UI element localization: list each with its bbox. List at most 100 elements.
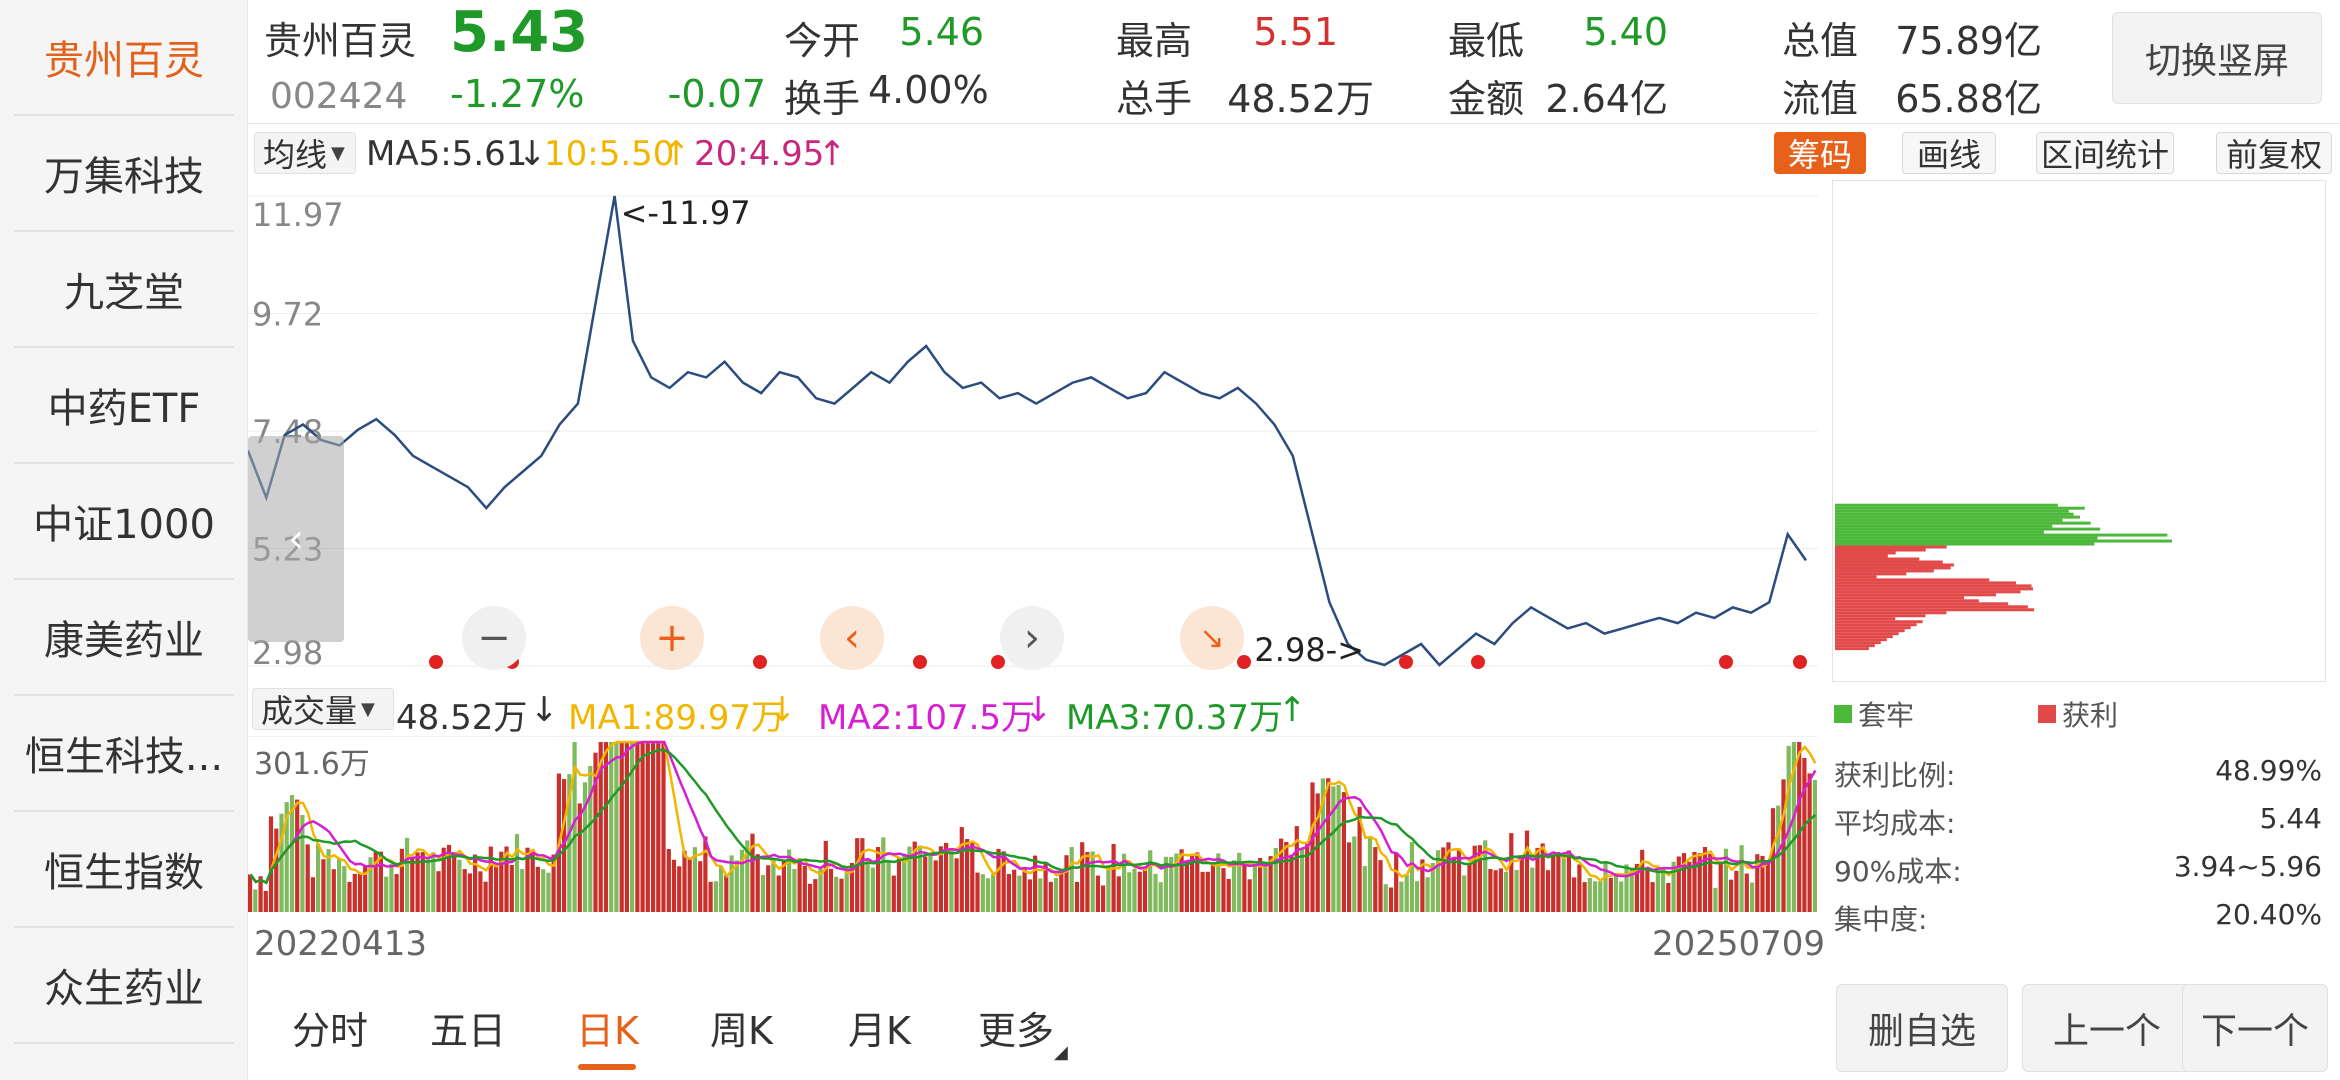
chips-button[interactable]: 筹码: [1774, 132, 1866, 174]
chip-bar: [1834, 515, 2080, 519]
sidebar-item-jiuzhitang[interactable]: 九芝堂: [14, 232, 234, 348]
tab-intraday[interactable]: 分时: [292, 1009, 369, 1053]
volume-bar: [1781, 779, 1786, 912]
volume-bar: [1289, 854, 1294, 912]
volume-legend: 48.52万: [396, 698, 528, 738]
chip-bar: [1834, 596, 1964, 600]
volume-bar: [1472, 845, 1477, 912]
remove-watchlist-button[interactable]: 删自选: [1836, 984, 2008, 1072]
ma10-legend: 10:5.50: [544, 134, 675, 174]
volume-bar: [577, 803, 582, 912]
volume-bar: [295, 799, 300, 912]
volume-bar: [651, 742, 656, 912]
legend-profit-label: 获利: [2062, 699, 2119, 732]
volume-bar: [818, 868, 823, 912]
volume-bar: [1692, 851, 1697, 912]
volume-bar: [1797, 742, 1802, 912]
volume-bar: [603, 742, 609, 912]
volume-indicator-dropdown[interactable]: 成交量 ▼: [252, 688, 394, 730]
scroll-left-button[interactable]: ‹: [820, 606, 884, 670]
low-value: 5.40: [1583, 10, 1668, 54]
event-dot[interactable]: [753, 655, 767, 669]
event-dot[interactable]: [1793, 655, 1807, 669]
tab-more[interactable]: 更多◢: [978, 1000, 1068, 1063]
volume-bar: [1430, 863, 1435, 912]
volume-label: 总手: [1116, 77, 1193, 121]
volume-bar: [598, 742, 603, 912]
volume-bar: [1326, 778, 1331, 912]
chip-bar: [1834, 509, 2069, 513]
event-dot[interactable]: [991, 655, 1005, 669]
open-value: 5.46: [899, 10, 984, 54]
tab-weekly-k[interactable]: 周K: [710, 1009, 773, 1053]
volume-bar: [1409, 842, 1414, 912]
chip-bar: [1834, 524, 2053, 528]
exit-fullscreen-button[interactable]: ↘: [1180, 606, 1244, 670]
low-label: 最低: [1448, 19, 1525, 63]
chip-bar: [1834, 644, 1875, 648]
volume-bar: [1598, 881, 1603, 912]
scroll-right-button[interactable]: ›: [1000, 606, 1064, 670]
volume-ma2-line: [249, 740, 1817, 885]
sidebar-item-wanji-tech[interactable]: 万集科技: [14, 116, 234, 232]
chip-bar: [1834, 554, 1888, 558]
sidebar-item-guizhou-bailing[interactable]: 贵州百灵: [14, 0, 234, 116]
event-dot[interactable]: [1237, 655, 1251, 669]
event-dot[interactable]: [1471, 655, 1485, 669]
sidebar-item-csi1000[interactable]: 中证1000: [14, 464, 234, 580]
volume-bar: [1012, 869, 1017, 912]
draw-line-button[interactable]: 画线: [1902, 132, 1996, 174]
sidebar-item-hs-tech[interactable]: 恒生科技...: [14, 696, 234, 812]
event-dot[interactable]: [913, 655, 927, 669]
sidebar-item-kangmei[interactable]: 康美药业: [14, 580, 234, 696]
red-square-icon: [2038, 705, 2056, 723]
zoom-in-button[interactable]: +: [640, 606, 704, 670]
volume-bar: [582, 782, 588, 912]
volume-axis-top-label: 301.6万: [254, 747, 370, 782]
volume-bar: [1085, 852, 1090, 912]
chip-bar: [1834, 623, 1917, 627]
volume-bar: [1744, 873, 1749, 912]
event-dot[interactable]: [1719, 655, 1733, 669]
tab-monthly-k[interactable]: 月K: [848, 1009, 911, 1053]
volume-bar: [1205, 871, 1210, 912]
event-dot[interactable]: [429, 655, 443, 669]
volume-bar: [551, 854, 556, 912]
volume-bar: [1038, 878, 1043, 912]
sidebar-item-tcm-etf[interactable]: 中药ETF: [14, 348, 234, 464]
legend-profit: 获利: [2038, 694, 2118, 734]
chip-bar: [1834, 587, 2034, 591]
zoom-out-button[interactable]: −: [462, 606, 526, 670]
volume-bar: [1556, 852, 1561, 912]
sidebar-item-zhongsheng[interactable]: 众生药业: [14, 928, 234, 1044]
high-label: 最高: [1116, 19, 1193, 63]
chip-bar: [1834, 572, 1907, 576]
volume-bar: [373, 851, 378, 912]
volume-bar: [630, 742, 635, 912]
volume-bar: [1310, 782, 1315, 912]
tab-five-day[interactable]: 五日: [430, 1009, 507, 1053]
event-dot[interactable]: [1399, 655, 1413, 669]
adjust-mode-button[interactable]: 前复权: [2216, 132, 2332, 174]
range-stats-button[interactable]: 区间统计: [2036, 132, 2174, 174]
tab-daily-k[interactable]: 日K: [576, 1009, 639, 1053]
previous-stock-button[interactable]: 上一个: [2022, 984, 2192, 1072]
chart-scroll-handle[interactable]: ‹: [248, 436, 344, 642]
chip-bar: [1834, 617, 1896, 621]
volume-bar: [1498, 868, 1503, 912]
sidebar-item-hsi[interactable]: 恒生指数: [14, 812, 234, 928]
volume-bar: [1504, 872, 1509, 912]
amount-label: 金额: [1448, 77, 1525, 121]
volume-chart[interactable]: 301.6万: [248, 736, 1818, 912]
next-stock-button[interactable]: 下一个: [2182, 984, 2328, 1072]
volume-bar: [755, 854, 760, 912]
chip-bar: [1834, 560, 1943, 564]
stock-name: 贵州百灵: [264, 19, 417, 63]
chip-bar: [1834, 602, 2009, 606]
volume-bar: [802, 865, 807, 912]
ma20-legend: 20:4.95: [694, 134, 825, 174]
volume-bar: [562, 779, 567, 912]
volume-bar: [1174, 853, 1179, 912]
switch-portrait-button[interactable]: 切换竖屏: [2112, 12, 2322, 104]
ma-selector-dropdown[interactable]: 均线 ▼: [254, 132, 356, 174]
